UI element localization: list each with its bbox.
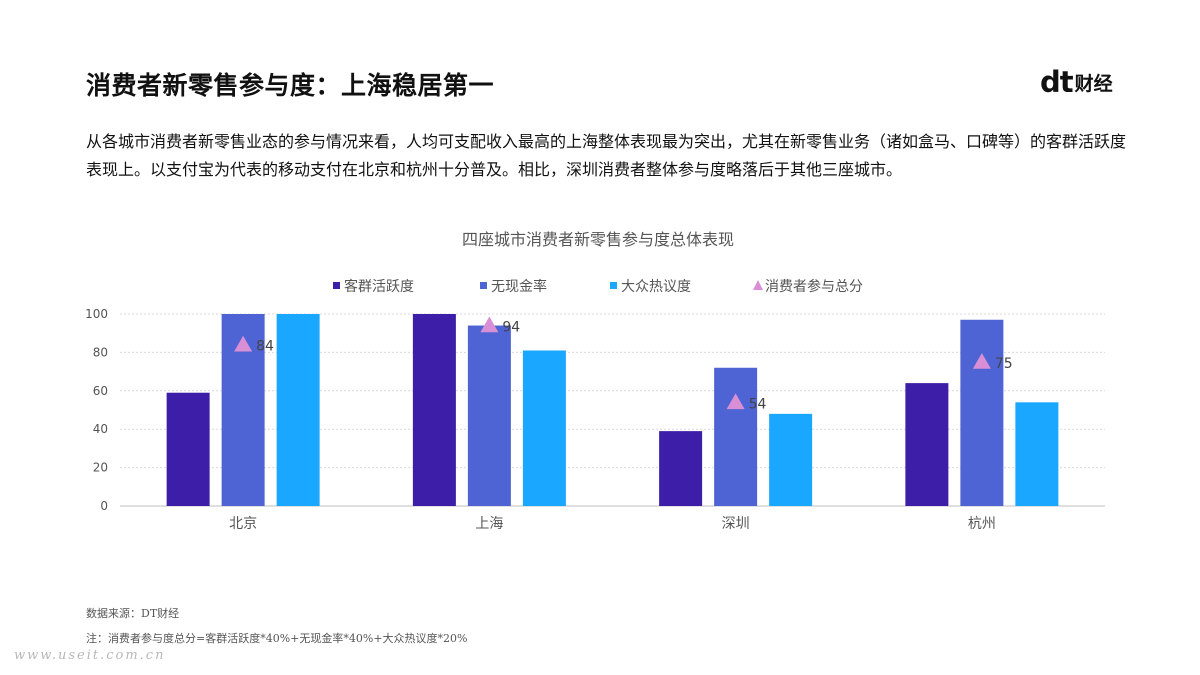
brand-mark: dt: [1040, 65, 1074, 99]
chart-legend: 客群活跃度 无现金率 大众热议度 消费者参与总分: [333, 278, 863, 295]
brand-logo: dt 财经: [1040, 68, 1113, 97]
legend-label: 客群活跃度: [344, 278, 414, 295]
legend-swatch: [753, 280, 763, 290]
y-axis: 0 20 40 60 80 100: [85, 307, 108, 513]
chart-bars: [166, 314, 1059, 506]
legend-label: 大众热议度: [621, 279, 691, 295]
bar: [467, 325, 511, 506]
y-tick-label: 100: [85, 307, 108, 321]
bar: [166, 392, 210, 506]
bar: [905, 383, 949, 506]
bar: [960, 319, 1004, 506]
legend-swatch: [480, 282, 487, 289]
y-tick-label: 60: [93, 384, 108, 398]
score-marker: [972, 353, 991, 369]
brand-text: 财经: [1074, 72, 1113, 95]
chart-markers: 84 94 54 75: [234, 316, 1013, 412]
intro-paragraph: 从各城市消费者新零售业态的参与情况来看，人均可支配收入最高的上海整体表现最为突出…: [86, 132, 1127, 179]
legend-swatch: [333, 282, 340, 289]
bar: [412, 314, 456, 506]
bar: [659, 431, 703, 506]
legend-label: 无现金率: [491, 278, 547, 295]
score-label: 75: [995, 356, 1013, 372]
score-label: 84: [256, 339, 274, 355]
bar: [769, 413, 813, 506]
x-tick-label: 北京: [229, 516, 257, 532]
x-tick-label: 深圳: [722, 516, 750, 532]
data-source: 数据来源：DT财经: [86, 607, 180, 620]
bar: [714, 367, 758, 506]
score-marker: [726, 393, 745, 410]
score-marker: [234, 335, 253, 352]
footnote: 注：消费者参与度总分=客群活跃度*40%+无现金率*40%+大众热议度*20%: [86, 632, 468, 645]
y-tick-label: 80: [93, 345, 108, 359]
page-title: 消费者新零售参与度：上海稳居第一: [86, 71, 495, 100]
y-tick-label: 20: [93, 461, 108, 475]
score-label: 94: [502, 320, 520, 336]
y-tick-label: 40: [93, 422, 108, 436]
watermark: www.useit.com.cn: [14, 648, 166, 663]
chart-title: 四座城市消费者新零售参与度总体表现: [462, 230, 734, 249]
x-tick-label: 杭州: [968, 516, 996, 532]
bar: [1015, 402, 1059, 506]
x-axis: 北京 上海 深圳 杭州: [229, 516, 996, 532]
bar: [522, 350, 566, 506]
x-tick-label: 上海: [475, 516, 503, 532]
score-marker: [480, 316, 499, 333]
y-tick-label: 0: [100, 499, 108, 513]
bar: [276, 314, 320, 506]
score-label: 54: [749, 396, 767, 412]
legend-label: 消费者参与总分: [765, 278, 863, 295]
legend-swatch: [610, 282, 617, 289]
